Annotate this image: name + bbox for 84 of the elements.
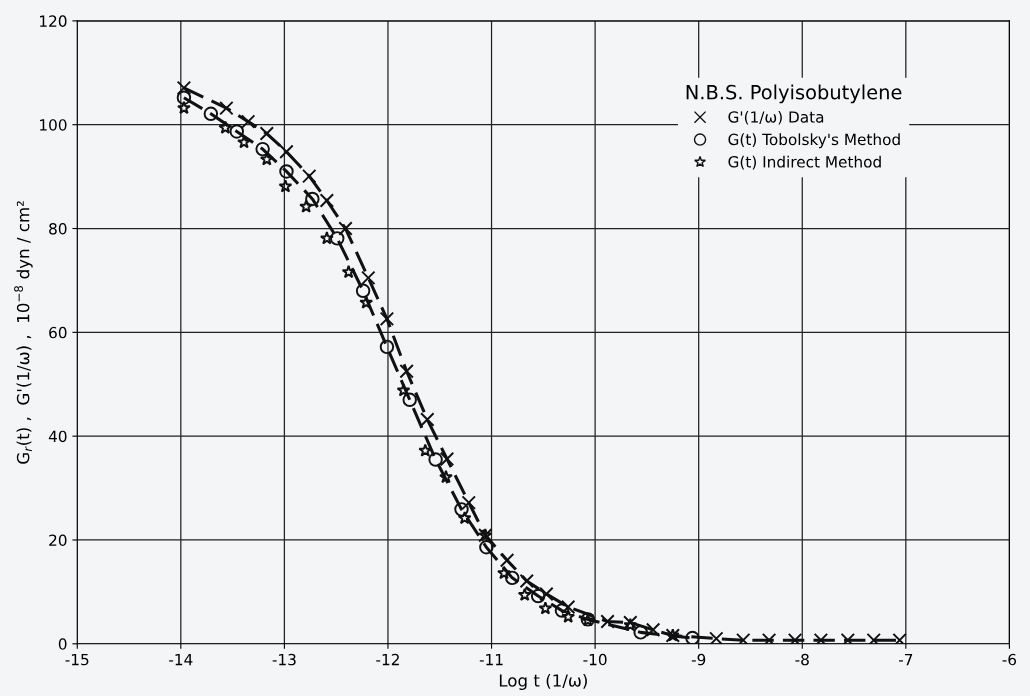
point	[259, 126, 275, 141]
point	[341, 264, 356, 279]
x-tick-label: -11	[479, 653, 503, 666]
point	[892, 632, 907, 644]
point	[428, 452, 443, 467]
point	[560, 599, 576, 615]
point	[813, 632, 829, 644]
point	[396, 383, 411, 397]
point	[402, 392, 417, 408]
legend-title: N.B.S. Polyisobutylene	[686, 84, 902, 104]
point	[840, 632, 856, 644]
point	[176, 90, 192, 105]
point	[519, 573, 534, 589]
x-tick-label: -15	[65, 653, 89, 666]
x-tick-label: -7	[898, 653, 913, 666]
point	[355, 283, 371, 299]
point	[787, 632, 803, 644]
x-tick-label: -10	[583, 653, 607, 666]
point	[539, 586, 554, 602]
point	[379, 339, 395, 355]
legend-label: G'(1/ω) Data	[728, 110, 824, 125]
point	[761, 632, 777, 644]
point	[279, 164, 294, 179]
point	[454, 502, 469, 517]
point	[517, 587, 532, 602]
y-tick-label: 120	[40, 15, 67, 27]
point	[219, 100, 234, 116]
legend-label: G(t) Indirect Method	[728, 155, 881, 170]
x-tick-label: -13	[272, 653, 296, 666]
point	[600, 614, 615, 629]
point	[633, 625, 648, 640]
point	[499, 553, 515, 568]
point	[176, 80, 192, 96]
point	[554, 603, 570, 618]
point	[561, 609, 576, 623]
point	[338, 221, 353, 236]
point	[505, 570, 520, 586]
point	[305, 191, 320, 207]
point	[218, 120, 233, 134]
point	[278, 179, 293, 193]
point	[237, 135, 251, 149]
x-tick-label: -8	[795, 653, 809, 666]
point	[229, 124, 244, 139]
point	[299, 199, 314, 213]
point	[330, 231, 345, 246]
point	[497, 565, 511, 580]
x-tick-label: -9	[691, 653, 706, 666]
y-tick-label: 60	[49, 326, 67, 339]
point	[866, 632, 881, 644]
y-tick-label: 20	[49, 534, 67, 546]
point	[279, 144, 294, 159]
point	[457, 510, 472, 525]
point	[399, 364, 414, 379]
point	[736, 632, 751, 644]
y-axis-title: G$_{r}$(t) , G'(1/ω) , 10$^{−8}$ dyn / cm²	[14, 201, 33, 464]
legend-label: G(t) Tobolsky's Method	[728, 133, 900, 149]
y-tick-label: 80	[49, 222, 67, 235]
point	[319, 231, 334, 245]
point	[439, 469, 453, 484]
x-tick-label: -6	[1002, 653, 1017, 666]
point	[479, 540, 494, 555]
point	[418, 443, 433, 457]
point	[439, 451, 455, 467]
point	[177, 100, 191, 115]
point	[302, 168, 317, 184]
y-tick-label: 40	[48, 430, 67, 443]
x-axis-title: Log t (1/ω)	[499, 673, 587, 690]
x-tick-label: -14	[169, 653, 193, 666]
point	[361, 270, 376, 286]
point	[538, 601, 553, 615]
point	[461, 495, 476, 510]
point	[379, 311, 395, 327]
point	[203, 106, 219, 122]
point	[530, 588, 546, 604]
point	[240, 114, 256, 129]
point	[709, 631, 724, 644]
point	[645, 622, 661, 637]
point	[359, 295, 374, 309]
point	[420, 412, 435, 427]
y-tick-label: 0	[58, 638, 67, 650]
point	[319, 193, 335, 208]
x-tick-label: -12	[376, 653, 399, 666]
y-tick-label: 100	[40, 119, 67, 131]
point	[255, 141, 270, 157]
